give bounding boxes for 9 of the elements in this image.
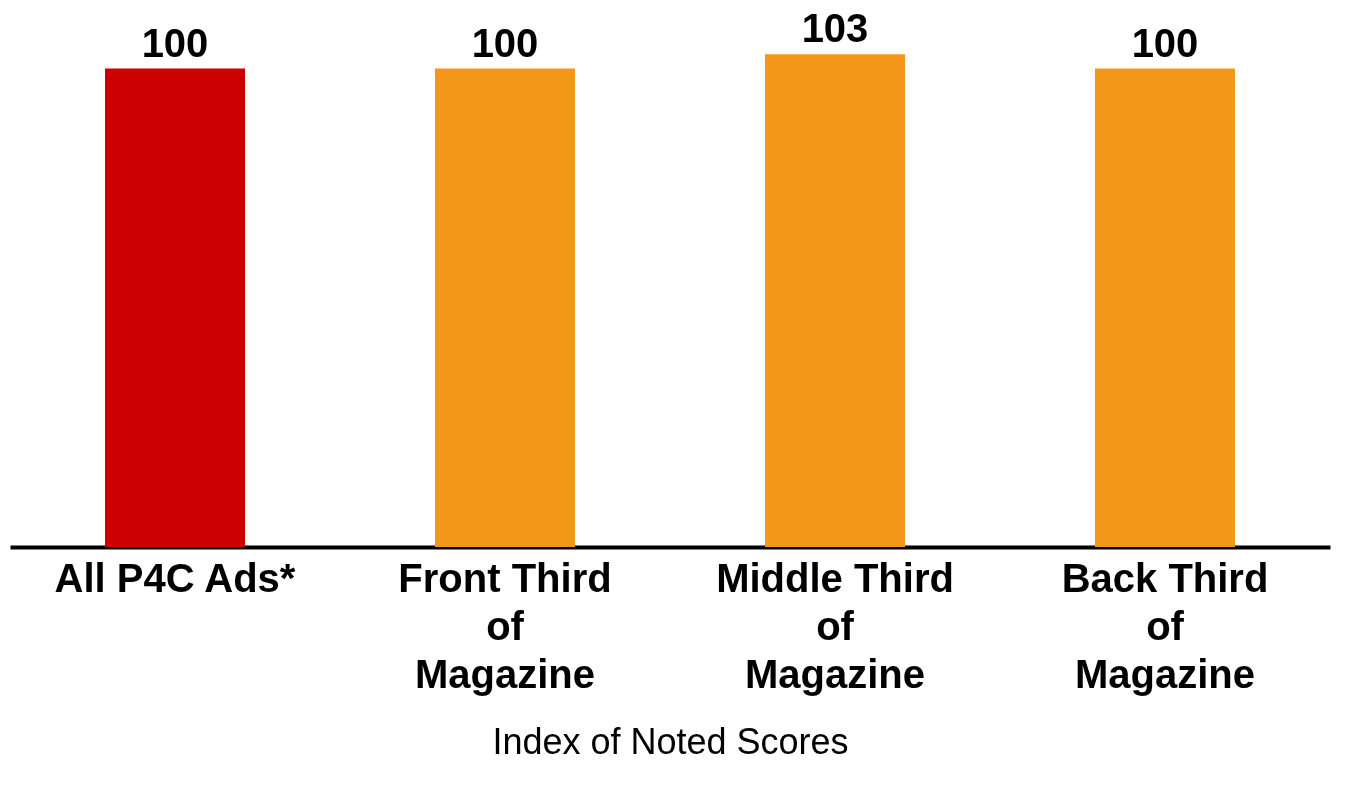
data-label: 100 [1131,20,1199,65]
data-label: 103 [801,6,869,51]
x-tick-label: Back Third of Magazine [1061,555,1269,696]
data-label: 100 [471,20,539,65]
x-tick-label: Front Third of Magazine [398,555,612,696]
x-tick-label: All P4C Ads* [54,555,296,600]
data-label: 100 [141,20,209,65]
x-tick-label: Middle Third of Magazine [716,555,954,696]
x-axis-title: Index of Noted Scores [492,720,849,762]
